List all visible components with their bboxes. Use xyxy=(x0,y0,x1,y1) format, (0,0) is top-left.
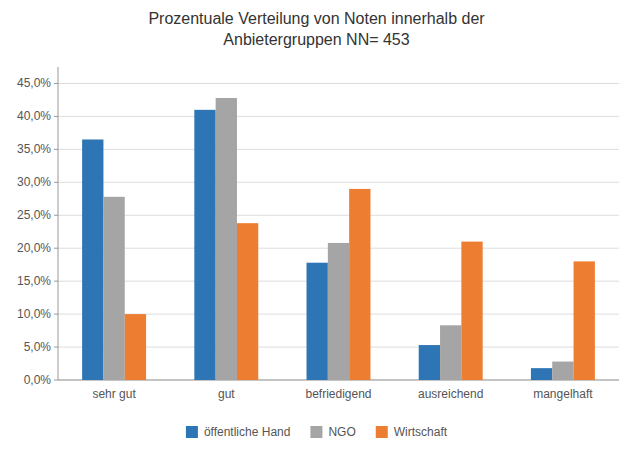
legend-item: NGO xyxy=(310,425,355,439)
x-tick-label: gut xyxy=(218,387,235,401)
y-tick xyxy=(54,248,58,249)
bar xyxy=(237,223,258,380)
bar xyxy=(552,362,573,380)
chart-container: Prozentuale Verteilung von Noten innerha… xyxy=(0,0,633,458)
y-tick-label: 40,0% xyxy=(17,109,51,123)
chart-title: Prozentuale Verteilung von Noten innerha… xyxy=(148,10,485,48)
y-tick-label: 10,0% xyxy=(17,307,51,321)
bar xyxy=(349,189,370,380)
bar xyxy=(419,345,440,380)
y-tick xyxy=(54,182,58,183)
bar xyxy=(82,139,103,380)
y-tick-label: 25,0% xyxy=(17,208,51,222)
y-tick xyxy=(54,116,58,117)
x-tick-label: mangelhaft xyxy=(533,387,593,401)
legend-label: NGO xyxy=(328,425,355,439)
y-tick-label: 15,0% xyxy=(17,274,51,288)
grid-line xyxy=(58,116,619,117)
legend-label: öffentliche Hand xyxy=(204,425,291,439)
bar xyxy=(125,314,146,380)
legend-label: Wirtschaft xyxy=(394,425,448,439)
legend-swatch xyxy=(186,426,198,438)
grid-line xyxy=(58,215,619,216)
bar xyxy=(531,368,552,380)
y-tick-label: 0,0% xyxy=(24,373,52,387)
y-tick-label: 20,0% xyxy=(17,241,51,255)
x-tick-label: sehr gut xyxy=(92,387,136,401)
y-tick xyxy=(54,380,58,381)
y-axis: 0,0% 5,0% 10,0% 15,0% 20,0% 25,0% 30,0% 35,0% 40… xyxy=(17,67,58,387)
y-tick-label: 45,0% xyxy=(17,76,51,90)
x-axis: sehr gut gut befriedigend ausreichend mangel… xyxy=(92,387,593,401)
x-tick-label: ausreichend xyxy=(418,387,483,401)
legend: öffentliche Hand NGO Wirtschaft xyxy=(186,425,448,439)
legend-swatch xyxy=(310,426,322,438)
y-tick xyxy=(54,149,58,150)
y-tick xyxy=(54,281,58,282)
bar xyxy=(328,243,349,380)
grid xyxy=(58,83,619,380)
grid-line xyxy=(58,149,619,150)
legend-swatch xyxy=(376,426,388,438)
bars xyxy=(82,98,595,380)
grid-line xyxy=(58,182,619,183)
chart-svg: Prozentuale Verteilung von Noten innerha… xyxy=(0,0,633,458)
title-line: Prozentuale Verteilung von Noten innerha… xyxy=(148,10,485,27)
y-tick xyxy=(54,83,58,84)
bar xyxy=(194,110,215,380)
legend-item: Wirtschaft xyxy=(376,425,448,439)
bar xyxy=(574,261,595,380)
grid-line xyxy=(58,83,619,84)
y-tick xyxy=(54,215,58,216)
y-tick-label: 30,0% xyxy=(17,175,51,189)
bar xyxy=(103,197,124,380)
y-axis-line xyxy=(58,67,59,380)
bar xyxy=(307,263,328,380)
bar xyxy=(440,325,461,380)
title-line: Anbietergruppen NN= 453 xyxy=(223,31,409,48)
x-tick-label: befriedigend xyxy=(305,387,371,401)
bar xyxy=(216,98,237,380)
bar xyxy=(461,242,482,380)
y-tick-label: 5,0% xyxy=(24,340,52,354)
legend-item: öffentliche Hand xyxy=(186,425,291,439)
y-tick xyxy=(54,347,58,348)
y-tick-label: 35,0% xyxy=(17,142,51,156)
y-tick xyxy=(54,314,58,315)
